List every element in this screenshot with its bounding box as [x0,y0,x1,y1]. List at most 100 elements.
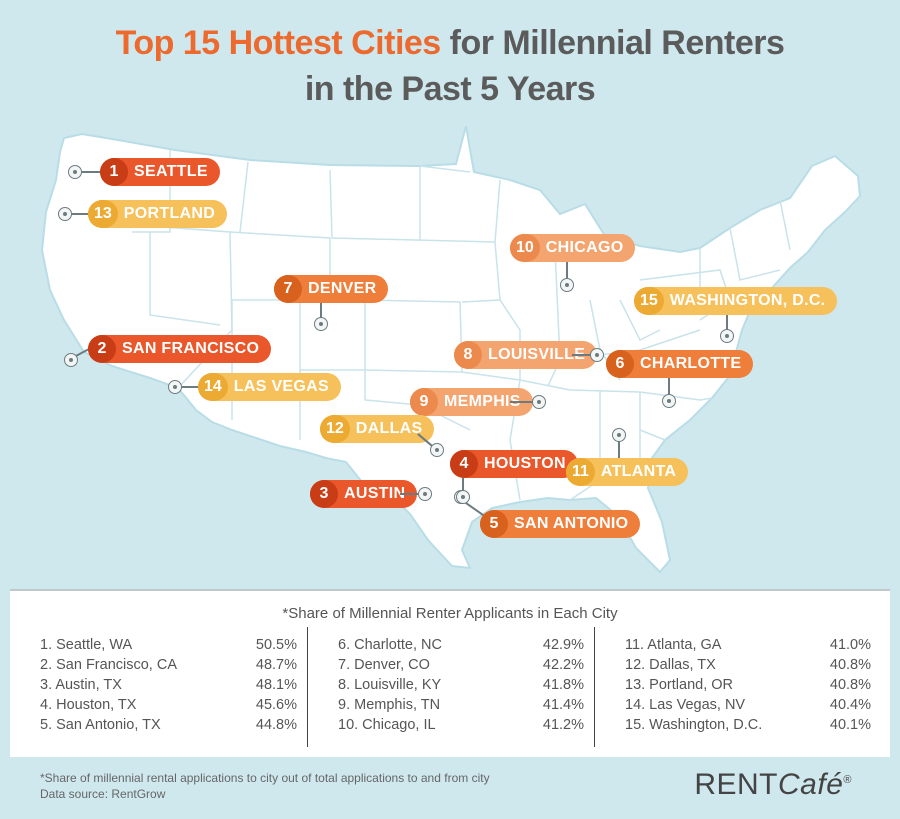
table-column-1: 1. Seattle, WA 50.5% 2. San Francisco, CA… [20,627,307,747]
rank-badge: 2 [88,335,116,363]
table-row: 13. Portland, OR 40.8% [625,675,871,695]
rank-badge: 12 [320,415,350,443]
city-label: WASHINGTON, D.C. [669,292,826,309]
location-marker-icon [560,278,574,292]
data-source: Data source: RentGrow [40,787,166,801]
city-san-antonio[interactable]: 5 SAN ANTONIO [456,490,641,540]
city-label: LOUISVILLE [488,346,586,363]
location-marker-icon [430,443,444,457]
row-share: 40.4% [829,697,871,713]
city-label: DENVER [308,280,377,297]
row-share: 45.6% [255,697,297,713]
row-share: 48.7% [255,657,297,673]
logo-rent: RENT [694,768,779,801]
row-city: 10. Chicago, IL [338,717,436,733]
logo-cafe: Café [778,768,844,801]
table-column-2: 6. Charlotte, NC 42.9% 7. Denver, CO 42.2%… [307,627,594,747]
row-city: 15. Washington, D.C. [625,717,763,733]
table-row: 14. Las Vegas, NV 40.4% [625,695,871,715]
row-city: 3. Austin, TX [40,677,122,693]
row-share: 44.8% [255,717,297,733]
table-row: 12. Dallas, TX 40.8% [625,655,871,675]
city-memphis[interactable]: 9 MEMPHIS [410,388,550,416]
city-atlanta[interactable]: 11 ATLANTA [566,428,689,488]
city-label: CHICAGO [545,239,624,256]
table-row: 1. Seattle, WA 50.5% [40,635,297,655]
city-label: HOUSTON [484,455,566,472]
table-row: 5. San Antonio, TX 44.8% [40,715,297,735]
row-share: 50.5% [255,637,297,653]
location-marker-icon [590,348,604,362]
location-marker-icon [532,395,546,409]
location-marker-icon [64,353,78,367]
location-marker-icon [662,394,676,408]
table-row: 2. San Francisco, CA 48.7% [40,655,297,675]
row-city: 1. Seattle, WA [40,637,133,653]
table-row: 6. Charlotte, NC 42.9% [338,635,584,655]
row-city: 7. Denver, CO [338,657,430,673]
rank-badge: 4 [450,450,478,478]
location-marker-icon [314,317,328,331]
city-denver[interactable]: 7 DENVER [274,275,389,337]
footnote-definition: *Share of millennial rental applications… [40,771,490,785]
rentcafe-logo: RENTCafé® [694,768,852,802]
row-share: 48.1% [255,677,297,693]
us-map-outline [40,125,862,574]
location-marker-icon [720,329,734,343]
registered-mark: ® [843,774,852,786]
row-share: 41.2% [542,717,584,733]
rank-badge: 5 [480,510,508,538]
city-san-francisco[interactable]: 2 SAN FRANCISCO [60,335,272,375]
city-portland[interactable]: 13 PORTLAND [58,200,228,228]
rank-badge: 13 [88,200,118,228]
city-washington-dc[interactable]: 15 WASHINGTON, D.C. [634,287,838,347]
city-seattle[interactable]: 1 SEATTLE [60,158,220,186]
row-share: 42.9% [542,637,584,653]
title-rest: for Millennial Renters [440,24,785,62]
city-dallas[interactable]: 12 DALLAS [320,415,450,459]
ranking-table: *Share of Millennial Renter Applicants i… [10,589,890,757]
city-label: SAN ANTONIO [514,515,629,532]
row-city: 5. San Antonio, TX [40,717,161,733]
city-label: MEMPHIS [444,393,521,410]
city-charlotte[interactable]: 6 CHARLOTTE [606,350,754,412]
location-marker-icon [58,207,72,221]
location-marker-icon [418,487,432,501]
city-label: ATLANTA [600,463,677,480]
table-row: 7. Denver, CO 42.2% [338,655,584,675]
city-las-vegas[interactable]: 14 LAS VEGAS [168,373,341,401]
table-row: 9. Memphis, TN 41.4% [338,695,584,715]
city-label: AUSTIN [344,485,406,502]
rank-badge: 6 [606,350,634,378]
table-row: 8. Louisville, KY 41.8% [338,675,584,695]
rank-badge: 11 [566,458,595,486]
table-row: 15. Washington, D.C. 40.1% [625,715,871,735]
location-marker-icon [456,490,470,504]
rank-badge: 1 [100,158,128,186]
contiguous-us-shape [40,125,862,574]
city-louisville[interactable]: 8 LOUISVILLE [454,341,614,369]
city-label: DALLAS [355,420,423,437]
rank-badge: 3 [310,480,338,508]
location-marker-icon [168,380,182,394]
title-accent: Top 15 Hottest Cities [115,24,442,62]
city-label: PORTLAND [123,205,216,222]
city-label: CHARLOTTE [640,355,742,372]
table-heading: *Share of Millennial Renter Applicants i… [282,605,618,622]
row-share: 42.2% [542,657,584,673]
city-austin[interactable]: 3 AUSTIN [310,480,436,508]
city-label: LAS VEGAS [233,378,329,395]
city-chicago[interactable]: 10 CHICAGO [510,234,636,294]
row-city: 4. Houston, TX [40,697,137,713]
row-share: 41.8% [542,677,584,693]
rank-badge: 15 [634,287,664,315]
row-share: 41.4% [542,697,584,713]
title-line-2: in the Past 5 Years [304,70,596,108]
table-row: 10. Chicago, IL 41.2% [338,715,584,735]
row-city: 14. Las Vegas, NV [625,697,746,713]
row-city: 11. Atlanta, GA [625,637,722,653]
row-share: 40.1% [829,717,871,733]
row-city: 8. Louisville, KY [338,677,442,693]
footnote: *Share of millennial rental applications… [40,770,490,802]
row-city: 13. Portland, OR [625,677,733,693]
